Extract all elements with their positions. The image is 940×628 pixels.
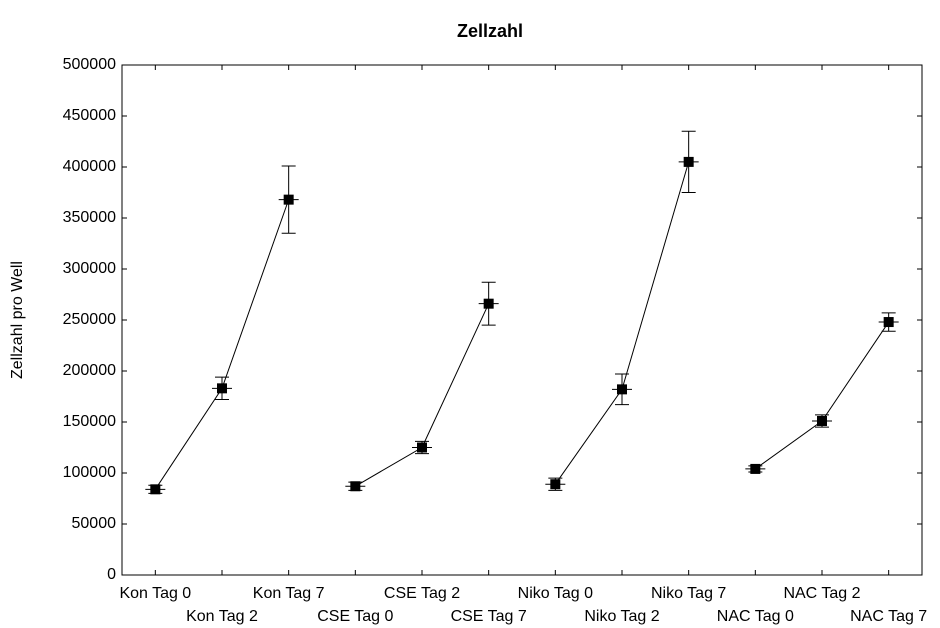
y-tick-label: 100000 bbox=[63, 464, 116, 481]
y-tick-label: 300000 bbox=[63, 260, 116, 277]
y-tick-label: 0 bbox=[107, 566, 116, 583]
point bbox=[883, 317, 894, 328]
y-axis-label: Zellzahl pro Well bbox=[9, 261, 26, 379]
chart-title: Zellzahl bbox=[457, 21, 523, 41]
x-tick-label: CSE Tag 2 bbox=[384, 585, 460, 602]
point bbox=[550, 479, 561, 490]
point bbox=[283, 194, 294, 205]
point bbox=[150, 484, 161, 495]
x-tick-label: Niko Tag 0 bbox=[518, 585, 593, 602]
y-tick-label: 400000 bbox=[63, 158, 116, 175]
y-tick-label: 250000 bbox=[63, 311, 116, 328]
x-tick-label: Kon Tag 7 bbox=[253, 585, 325, 602]
x-tick-label: Kon Tag 0 bbox=[119, 585, 191, 602]
point bbox=[483, 298, 494, 309]
point bbox=[350, 481, 361, 492]
series-line bbox=[755, 321, 890, 470]
point bbox=[683, 156, 694, 167]
series-line bbox=[355, 303, 490, 487]
x-tick-label: Kon Tag 2 bbox=[186, 608, 258, 625]
point bbox=[817, 415, 827, 426]
x-tick-label: Niko Tag 2 bbox=[584, 608, 659, 625]
series-line bbox=[154, 199, 290, 490]
y-tick-label: 50000 bbox=[72, 515, 117, 532]
x-tick-label: Niko Tag 7 bbox=[651, 585, 726, 602]
point bbox=[417, 442, 427, 453]
point bbox=[617, 384, 627, 395]
point bbox=[750, 463, 761, 474]
x-tick-label: CSE Tag 0 bbox=[317, 608, 393, 625]
point bbox=[217, 383, 227, 394]
x-tick-label: NAC Tag 0 bbox=[717, 608, 794, 625]
plot-frame bbox=[121, 64, 923, 576]
x-tick-label: CSE Tag 7 bbox=[451, 608, 527, 625]
x-tick-label: NAC Tag 7 bbox=[850, 608, 927, 625]
y-tick-label: 350000 bbox=[63, 209, 116, 226]
y-tick-label: 150000 bbox=[63, 413, 116, 430]
series-line bbox=[554, 161, 690, 485]
y-tick-label: 200000 bbox=[63, 362, 116, 379]
x-tick-label: NAC Tag 2 bbox=[783, 585, 860, 602]
y-tick-label: 500000 bbox=[63, 56, 116, 73]
y-tick-label: 450000 bbox=[63, 107, 116, 124]
